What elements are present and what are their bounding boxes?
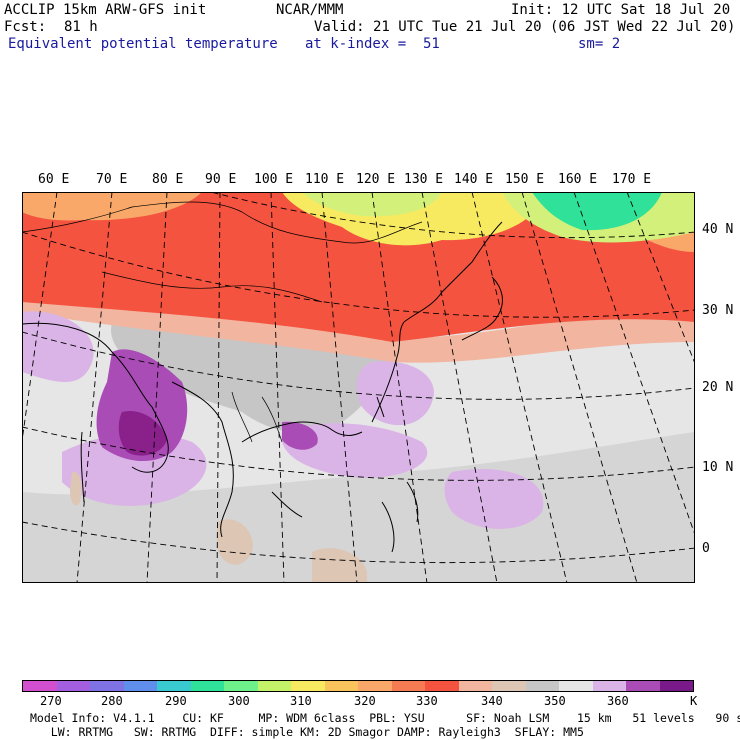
model-info-line1: Model Info: V4.1.1 CU: KF MP: WDM 6class… — [30, 711, 740, 725]
field-name: Equivalent potential temperature — [8, 36, 278, 52]
theta-e-map — [22, 192, 695, 583]
lon-label: 70 E — [96, 172, 128, 187]
colorbar-tick: 290 — [165, 694, 187, 708]
lon-label: 120 E — [356, 172, 396, 187]
gray-band — [22, 432, 695, 583]
smoothing-info: sm= 2 — [578, 36, 621, 52]
colorbar-tick: 360 — [607, 694, 629, 708]
lon-label: 150 E — [505, 172, 545, 187]
orange-patch — [22, 192, 202, 221]
lon-label: 100 E — [254, 172, 294, 187]
colorbar-tick: 280 — [101, 694, 123, 708]
colorbar-swatch — [257, 681, 291, 691]
red-band — [22, 192, 695, 342]
colorbar-tick: 320 — [354, 694, 376, 708]
lon-label: 110 E — [305, 172, 345, 187]
lat-label: 30 N — [702, 303, 734, 318]
colorbar-tick: 310 — [290, 694, 312, 708]
level-info: at k-index = 51 — [305, 36, 440, 52]
purple-patch — [356, 361, 434, 426]
purple-patch — [444, 468, 544, 529]
colorbar-swatch — [425, 681, 459, 691]
colorbar-unit: K — [690, 694, 698, 708]
colorbar-tick: 300 — [228, 694, 250, 708]
lon-label: 90 E — [205, 172, 237, 187]
lat-label: 20 N — [702, 380, 734, 395]
lat-label: 0 — [702, 541, 710, 556]
colorbar-swatch — [458, 681, 492, 691]
lat-label: 40 N — [702, 222, 734, 237]
colorbar-swatch — [592, 681, 626, 691]
lon-label: 80 E — [152, 172, 184, 187]
colorbar-swatch — [157, 681, 191, 691]
purple-patch — [281, 423, 428, 478]
forecast-value: 81 h — [64, 19, 98, 35]
lon-label: 130 E — [404, 172, 444, 187]
colorbar-swatch — [23, 681, 57, 691]
colorbar-swatch — [525, 681, 559, 691]
init-time: Init: 12 UTC Sat 18 Jul 20 — [511, 2, 731, 18]
colorbar-swatch — [492, 681, 526, 691]
colorbar-swatch — [123, 681, 157, 691]
model-info-line2: LW: RRTMG SW: RRTMG DIFF: simple KM: 2D … — [30, 725, 584, 739]
longitude-lines — [22, 192, 695, 583]
colorbar-swatch — [659, 681, 693, 691]
tan-patch-srilanka — [70, 471, 82, 506]
lime-region — [302, 192, 442, 217]
colorbar — [22, 680, 694, 692]
colorbar-tick: 330 — [416, 694, 438, 708]
colorbar-swatch — [626, 681, 660, 691]
colorbar-swatch — [224, 681, 258, 691]
purple-core-scs — [282, 421, 318, 450]
colorbar-tick: 270 — [40, 694, 62, 708]
colorbar-swatch — [291, 681, 325, 691]
colorbar-swatch — [358, 681, 392, 691]
tan-patch — [312, 548, 367, 583]
colorbar-swatch — [90, 681, 124, 691]
green-region — [532, 192, 662, 231]
colorbar-swatch — [391, 681, 425, 691]
lat-label: 10 N — [702, 460, 734, 475]
latitude-lines — [22, 192, 695, 564]
map-frame — [22, 192, 695, 583]
valid-time: Valid: 21 UTC Tue 21 Jul 20 (06 JST Wed … — [314, 19, 736, 35]
country-borders — [22, 201, 423, 443]
salmon-band — [22, 292, 695, 363]
colorbar-tick: 340 — [481, 694, 503, 708]
lon-label: 140 E — [454, 172, 494, 187]
colorbar-swatch — [559, 681, 593, 691]
lon-label: 60 E — [38, 172, 70, 187]
colorbar-swatch — [56, 681, 90, 691]
colorbar-tick: 350 — [544, 694, 566, 708]
forecast-label: Fcst: — [4, 19, 47, 35]
coastlines — [22, 221, 503, 553]
colorbar-swatch — [190, 681, 224, 691]
organization-label: NCAR/MMM — [276, 2, 344, 18]
lon-label: 160 E — [558, 172, 598, 187]
lon-label: 170 E — [612, 172, 652, 187]
colorbar-swatch — [324, 681, 358, 691]
model-title: ACCLIP 15km ARW-GFS init — [4, 2, 207, 18]
